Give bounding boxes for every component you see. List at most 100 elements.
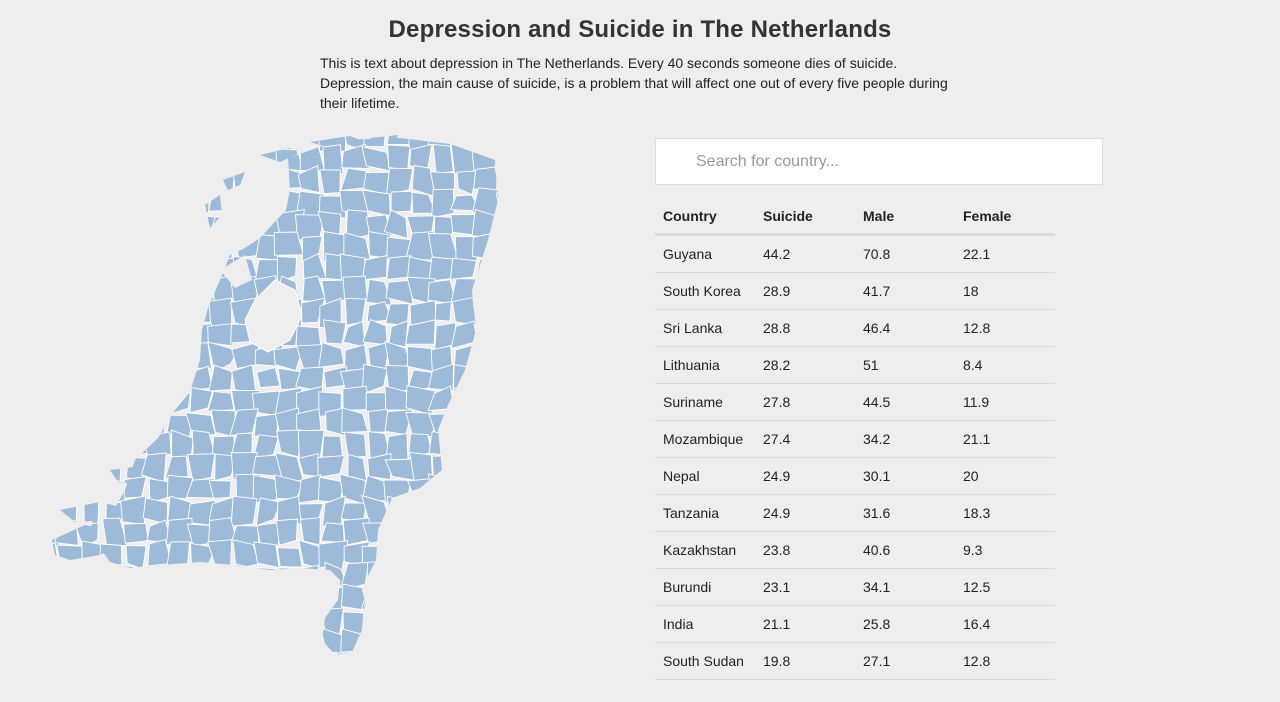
municipality-region[interactable] [40,297,59,327]
municipality-region[interactable] [122,235,147,257]
municipality-region[interactable] [75,452,106,479]
municipality-region[interactable] [40,605,62,636]
table-row[interactable]: Guyana 44.2 70.8 22.1 [655,234,1055,273]
municipality-region[interactable] [97,649,127,670]
municipality-region[interactable] [60,345,84,369]
table-row[interactable]: India 21.1 25.8 16.4 [655,605,1055,643]
municipality-region[interactable] [361,254,388,281]
municipality-region[interactable] [185,213,217,241]
municipality-region[interactable] [518,192,520,211]
municipality-region[interactable] [256,521,282,546]
municipality-region[interactable] [387,517,407,549]
municipality-region[interactable] [123,475,147,499]
municipality-region[interactable] [75,256,105,285]
municipality-region[interactable] [164,187,193,218]
municipality-region[interactable] [449,476,475,503]
municipality-region[interactable] [210,130,235,147]
municipality-region[interactable] [253,413,278,438]
municipality-region[interactable] [366,561,392,593]
municipality-region[interactable] [166,165,195,196]
table-row[interactable]: Kazakhstan 23.8 40.6 9.3 [655,531,1055,569]
municipality-region[interactable] [75,143,107,171]
municipality-region[interactable] [252,587,282,612]
municipality-region[interactable] [496,254,520,279]
municipality-region[interactable] [187,583,214,615]
municipality-region[interactable] [75,320,103,349]
municipality-region[interactable] [475,254,503,282]
municipality-region[interactable] [471,342,501,373]
municipality-region[interactable] [208,630,236,657]
municipality-region[interactable] [276,547,303,568]
municipality-region[interactable] [433,542,458,570]
search-input[interactable] [655,138,1103,185]
municipality-region[interactable] [208,190,237,212]
municipality-region[interactable] [495,451,520,479]
municipality-region[interactable] [496,363,521,391]
municipality-region[interactable] [231,650,260,670]
municipality-region[interactable] [186,143,216,169]
municipality-region[interactable] [56,544,83,571]
municipality-region[interactable] [231,214,256,240]
municipality-region[interactable] [121,388,151,417]
municipality-region[interactable] [299,650,325,670]
municipality-region[interactable] [475,278,501,307]
municipality-region[interactable] [518,566,520,591]
municipality-region[interactable] [52,568,79,594]
municipality-region[interactable] [301,607,321,636]
municipality-region[interactable] [256,188,283,211]
municipality-region[interactable] [188,365,213,391]
municipality-region[interactable] [208,480,232,499]
municipality-region[interactable] [40,391,63,411]
municipality-region[interactable] [252,434,279,461]
municipality-region[interactable] [430,584,454,611]
municipality-region[interactable] [210,147,239,175]
municipality-region[interactable] [208,364,233,392]
municipality-region[interactable] [362,319,388,346]
municipality-region[interactable] [232,186,258,219]
municipality-region[interactable] [406,345,434,373]
municipality-region[interactable] [427,566,459,589]
municipality-region[interactable] [55,169,85,195]
municipality-region[interactable] [428,256,454,283]
municipality-region[interactable] [141,188,172,218]
municipality-region[interactable] [98,451,122,483]
municipality-region[interactable] [189,275,216,306]
municipality-region[interactable] [75,297,106,328]
municipality-region[interactable] [497,495,520,524]
municipality-region[interactable] [124,587,150,610]
municipality-region[interactable] [454,562,481,591]
municipality-region[interactable] [475,408,497,438]
municipality-region[interactable] [472,429,498,458]
municipality-region[interactable] [78,412,101,437]
municipality-region[interactable] [405,319,436,345]
municipality-region[interactable] [343,431,367,459]
municipality-region[interactable] [53,146,82,168]
municipality-region[interactable] [163,319,190,351]
municipality-region[interactable] [207,341,239,373]
municipality-region[interactable] [166,143,195,168]
municipality-region[interactable] [165,657,193,670]
municipality-region[interactable] [55,629,84,654]
table-row[interactable]: South Sudan 19.8 27.1 12.8 [655,642,1055,680]
municipality-region[interactable] [98,233,129,261]
municipality-region[interactable] [185,130,217,149]
municipality-region[interactable] [256,130,277,151]
municipality-region[interactable] [40,343,61,373]
municipality-region[interactable] [141,389,172,414]
municipality-region[interactable] [317,455,345,478]
column-header-country[interactable]: Country [655,198,755,236]
municipality-region[interactable] [56,301,84,325]
municipality-region[interactable] [341,407,369,434]
municipality-region[interactable] [451,297,480,327]
municipality-region[interactable] [141,301,171,329]
municipality-region[interactable] [100,300,130,324]
municipality-region[interactable] [253,171,280,192]
municipality-region[interactable] [497,344,520,372]
municipality-region[interactable] [163,280,192,307]
municipality-region[interactable] [453,363,481,393]
municipality-region[interactable] [276,567,304,588]
municipality-region[interactable] [478,654,496,670]
municipality-region[interactable] [318,540,349,570]
municipality-region[interactable] [76,431,106,455]
municipality-region[interactable] [97,566,128,592]
